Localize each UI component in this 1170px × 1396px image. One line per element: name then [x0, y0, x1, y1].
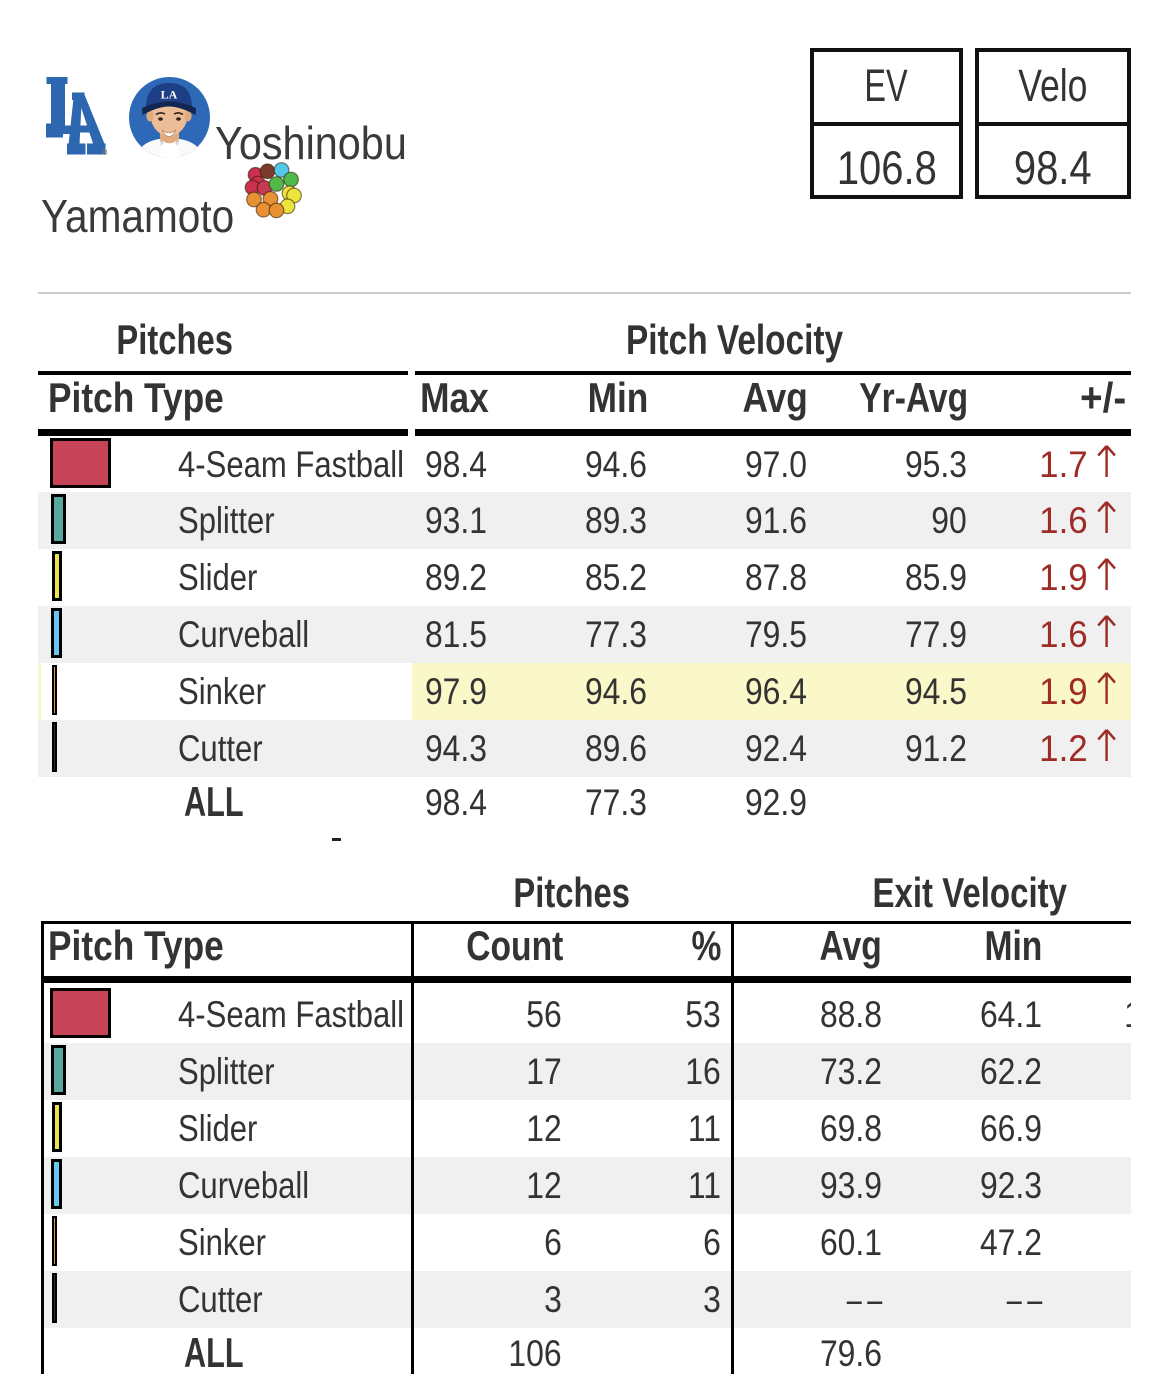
svg-text:R: R	[103, 151, 106, 155]
svg-text:LA: LA	[161, 88, 178, 102]
